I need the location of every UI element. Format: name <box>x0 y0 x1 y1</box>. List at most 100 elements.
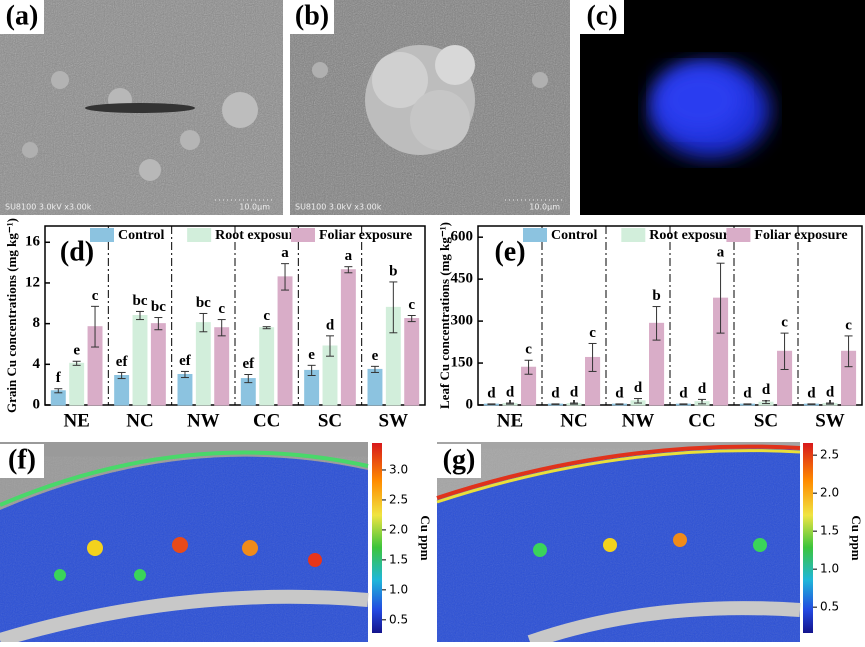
x-tick-label: SC <box>754 410 778 431</box>
significance-letter: c <box>525 342 532 358</box>
error-bar <box>652 306 661 341</box>
error-bar <box>506 402 514 405</box>
y-tick-label: 12 <box>25 274 40 290</box>
error-bar <box>780 332 789 370</box>
bar <box>214 327 230 406</box>
colorbar <box>372 443 382 633</box>
panel-label: (c) <box>586 0 617 31</box>
significance-letter: e <box>308 347 315 363</box>
colorbar-tick-label: 1.5 <box>820 524 839 538</box>
legend-label: Control <box>551 228 598 243</box>
error-bar <box>281 263 290 291</box>
y-axis-label: Grain Cu concentrations (mg kg⁻¹) <box>4 218 19 413</box>
significance-letter: bc <box>133 293 148 309</box>
significance-letter: d <box>570 384 579 400</box>
colorbar <box>803 443 813 633</box>
significance-letter: d <box>826 384 835 400</box>
bar <box>114 375 130 406</box>
error-bar <box>588 342 597 372</box>
significance-letter: d <box>807 385 816 401</box>
error-bar <box>570 402 578 405</box>
significance-letter: bc <box>151 299 166 315</box>
significance-letter: ef <box>179 353 192 369</box>
error-bar <box>54 388 63 394</box>
bar <box>150 323 166 406</box>
error-bar <box>154 317 163 331</box>
significance-letter: c <box>408 297 415 313</box>
colorbar-tick-label: 0.5 <box>389 612 408 626</box>
bar <box>404 318 420 406</box>
bar <box>340 269 356 406</box>
y-tick-label: 8 <box>33 315 41 331</box>
bar <box>195 322 211 406</box>
significance-letter: b <box>389 263 397 279</box>
error-bar <box>389 281 398 334</box>
error-bar <box>716 262 725 334</box>
x-tick-label: SW <box>815 410 845 431</box>
significance-letter: c <box>218 301 225 317</box>
error-bar <box>217 319 226 337</box>
bar <box>69 362 85 406</box>
significance-letter: d <box>679 385 688 401</box>
colorbar-label: Cu ppm <box>418 515 433 560</box>
bar <box>277 276 293 406</box>
error-bar <box>807 403 816 405</box>
significance-letter: c <box>263 308 270 324</box>
error-bar <box>487 403 496 405</box>
sem-info: SU8100 3.0kV x3.00k <box>5 203 92 212</box>
x-tick-label: CC <box>688 410 715 431</box>
error-bar <box>634 398 642 404</box>
panel-label: (e) <box>494 236 525 267</box>
y-tick-label: 450 <box>451 271 474 287</box>
bar <box>259 327 275 406</box>
error-bar <box>244 373 253 384</box>
significance-letter: d <box>551 385 560 401</box>
x-tick-label: NW <box>622 410 655 431</box>
error-bar <box>826 402 834 405</box>
bar <box>177 373 193 406</box>
significance-letter: d <box>743 385 752 401</box>
x-tick-label: NW <box>187 410 220 431</box>
heat-map-f <box>0 442 369 647</box>
panel-label-box <box>580 0 624 34</box>
legend-label: Foliar exposure <box>319 228 412 243</box>
x-tick-label: SC <box>318 410 342 431</box>
error-bar <box>117 371 126 380</box>
error-bar <box>743 403 752 405</box>
legend-swatch <box>291 228 315 242</box>
significance-letter: bc <box>196 295 211 311</box>
error-bar <box>370 365 379 373</box>
significance-letter: a <box>717 245 725 261</box>
legend-swatch <box>187 228 212 242</box>
significance-letter: d <box>615 385 624 401</box>
y-tick-label: 150 <box>451 354 474 370</box>
error-bar <box>326 335 334 357</box>
legend-swatch <box>523 228 547 242</box>
panel-label-box <box>0 444 44 478</box>
error-bar <box>91 305 100 348</box>
y-tick-label: 16 <box>25 234 41 250</box>
error-bar <box>679 403 688 405</box>
panel-label: (d) <box>60 236 94 267</box>
y-tick-label: 600 <box>451 229 474 245</box>
significance-letter: c <box>589 325 596 341</box>
panel-label: (a) <box>6 0 39 31</box>
significance-letter: d <box>698 381 707 397</box>
error-bar <box>698 398 706 405</box>
significance-letter: b <box>652 288 660 304</box>
y-axis-label: Leaf Cu concentrations (mg kg⁻¹) <box>437 222 452 409</box>
panel-label: (b) <box>295 0 329 31</box>
legend-label: Root exposure <box>215 228 301 243</box>
colorbar-tick-label: 2.0 <box>389 522 408 536</box>
significance-letter: e <box>73 343 80 359</box>
legend-label: Control <box>118 228 165 243</box>
colorbar-tick-label: 1.5 <box>389 552 408 566</box>
sem-scale: 10.0μm <box>239 203 270 212</box>
significance-letter: d <box>506 384 515 400</box>
colorbar-tick-label: 0.5 <box>820 600 839 614</box>
error-bar <box>136 310 144 321</box>
error-bar <box>551 403 560 405</box>
significance-letter: c <box>92 288 99 304</box>
